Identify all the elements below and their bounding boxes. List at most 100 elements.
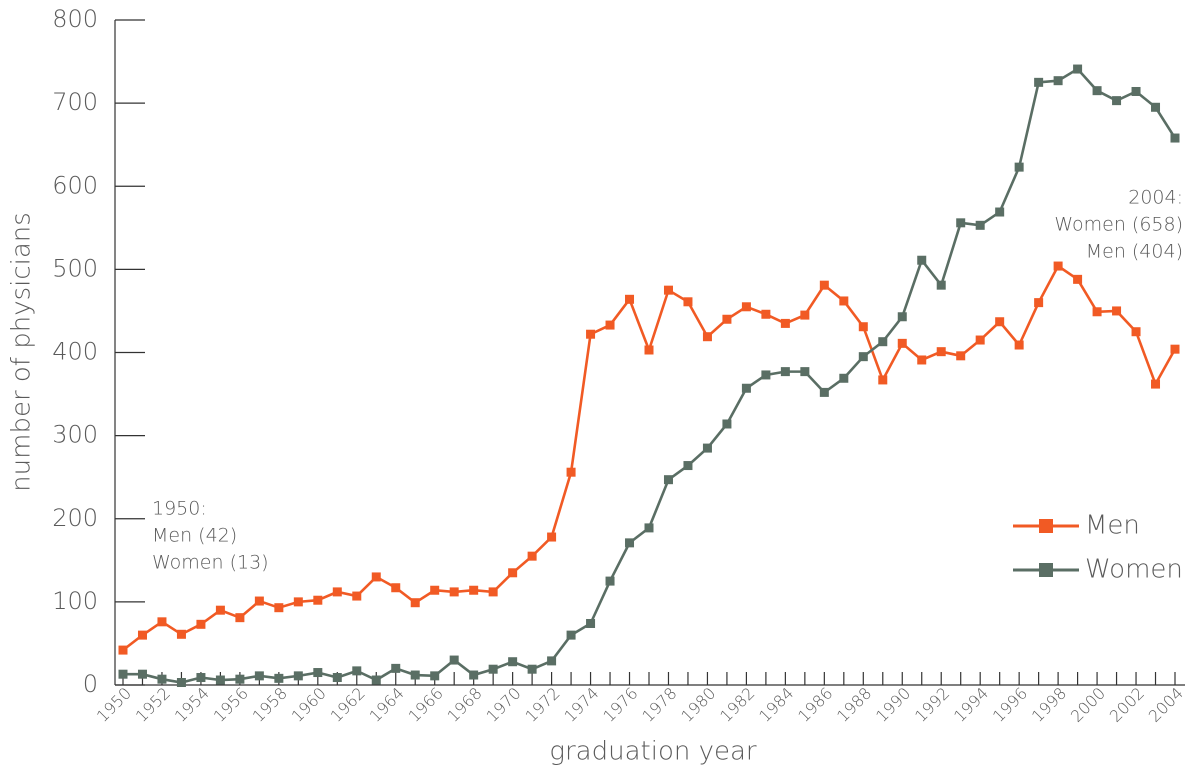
point: [839, 296, 849, 306]
point: [1073, 64, 1083, 74]
point: [371, 572, 381, 582]
point: [547, 532, 557, 542]
annotation: Men (404): [1086, 241, 1183, 263]
point: [157, 674, 167, 684]
point: [176, 678, 186, 688]
point: [527, 664, 537, 674]
point: [625, 294, 635, 304]
point: [371, 675, 381, 685]
point: [430, 671, 440, 681]
point: [235, 674, 245, 684]
point: [1131, 86, 1141, 96]
point: [391, 663, 401, 673]
point: [897, 312, 907, 322]
point: [1170, 344, 1180, 354]
point: [780, 367, 790, 377]
x-tick-label: 2004: [1145, 684, 1187, 726]
point: [878, 337, 888, 347]
point: [547, 656, 557, 666]
point: [1112, 306, 1122, 316]
point: [936, 347, 946, 357]
point: [1170, 133, 1180, 143]
point: [274, 673, 284, 683]
point: [741, 302, 751, 312]
point: [508, 568, 518, 578]
legend-label: Women: [1085, 555, 1183, 585]
x-tick-label: 1954: [171, 684, 213, 726]
point: [995, 317, 1005, 327]
y-tick-label: 100: [52, 587, 98, 615]
legend-label: Men: [1085, 511, 1140, 541]
x-tick-label: 1972: [521, 684, 563, 726]
point: [508, 657, 518, 667]
point: [858, 322, 868, 332]
point: [1034, 77, 1044, 87]
point: [410, 598, 420, 608]
y-tick-label: 800: [52, 5, 98, 33]
point: [586, 618, 596, 628]
point: [1131, 327, 1141, 337]
point: [936, 280, 946, 290]
point: [1092, 307, 1102, 317]
point: [488, 587, 498, 597]
point: [235, 613, 245, 623]
series-line: [123, 67, 1177, 684]
point: [1112, 96, 1122, 106]
point: [917, 255, 927, 265]
x-tick-label: 1980: [677, 684, 719, 726]
x-tick-label: 1960: [288, 684, 330, 726]
point: [1092, 86, 1102, 96]
point: [917, 355, 927, 365]
y-tick-label: 200: [52, 504, 98, 532]
point: [819, 280, 829, 290]
legend-marker: [1039, 563, 1053, 577]
point: [352, 666, 362, 676]
point: [878, 375, 888, 385]
point: [663, 475, 673, 485]
point: [761, 370, 771, 380]
point: [800, 310, 810, 320]
series-line: [122, 264, 1177, 652]
point: [975, 220, 985, 230]
point: [644, 523, 654, 533]
point: [118, 645, 128, 655]
y-tick-label: 700: [52, 88, 98, 116]
point: [722, 419, 732, 429]
point: [605, 320, 615, 330]
annotation: 2004:: [1128, 187, 1183, 209]
annotation: Men (42): [152, 525, 237, 547]
point: [839, 373, 849, 383]
point: [1073, 274, 1083, 284]
point: [1014, 162, 1024, 172]
point: [215, 675, 225, 685]
point: [527, 551, 537, 561]
point: [274, 603, 284, 613]
point: [118, 669, 128, 679]
point: [1014, 340, 1024, 350]
annotation: Women (658): [1054, 214, 1183, 236]
x-tick-label: 1964: [366, 684, 408, 726]
x-tick-label: 1976: [599, 684, 641, 726]
point: [254, 671, 264, 681]
point: [1053, 76, 1063, 86]
x-tick-label: 1988: [833, 684, 875, 726]
point: [683, 461, 693, 471]
x-tick-label: 2000: [1067, 684, 1109, 726]
point: [858, 352, 868, 362]
point: [761, 309, 771, 319]
point: [469, 585, 479, 595]
point: [780, 318, 790, 328]
point: [722, 314, 732, 324]
point: [391, 583, 401, 593]
point: [625, 538, 635, 548]
point: [313, 595, 323, 605]
x-tick-label: 1966: [404, 684, 446, 726]
point: [819, 387, 829, 397]
y-axis-label: number of physicians: [7, 212, 37, 492]
point: [605, 576, 615, 586]
point: [995, 207, 1005, 217]
point: [137, 630, 147, 640]
y-tick-label: 400: [52, 338, 98, 366]
x-tick-label: 1986: [794, 684, 836, 726]
point: [663, 285, 673, 295]
